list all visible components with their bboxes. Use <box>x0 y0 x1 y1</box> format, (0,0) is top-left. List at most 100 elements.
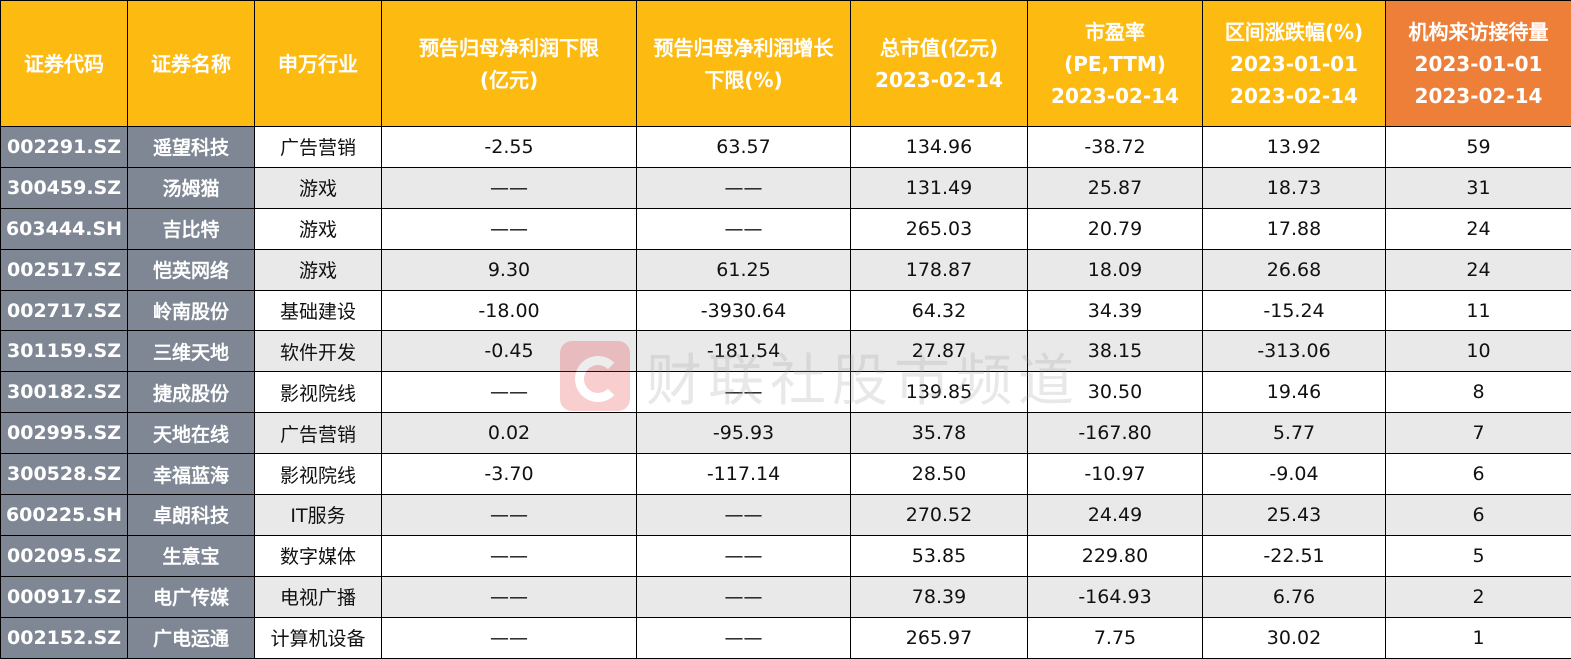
cell-profit-lower: 9.30 <box>381 248 637 291</box>
cell-market-cap: 265.03 <box>850 207 1028 250</box>
cell-code: 300182.SZ <box>0 371 128 414</box>
table-row: 002291.SZ 遥望科技 广告营销 -2.55 63.57 134.96 -38.72 1… <box>0 126 1571 168</box>
cell-pe: 229.80 <box>1027 534 1203 577</box>
cell-profit-growth: -181.54 <box>636 330 851 373</box>
table-row: 002717.SZ 岭南股份 基础建设 -18.00 -3930.64 64.32 34.3… <box>0 289 1571 332</box>
cell-name: 天地在线 <box>127 412 255 455</box>
cell-pe: -164.93 <box>1027 575 1203 618</box>
cell-profit-growth: 61.25 <box>636 248 851 291</box>
cell-name: 幸福蓝海 <box>127 453 255 496</box>
cell-market-cap: 178.87 <box>850 248 1028 291</box>
cell-code: 300528.SZ <box>0 453 128 496</box>
cell-market-cap: 28.50 <box>850 453 1028 496</box>
cell-industry: 游戏 <box>254 207 382 250</box>
cell-price-change: -22.51 <box>1202 534 1386 577</box>
cell-visits: 8 <box>1385 371 1571 414</box>
cell-profit-lower: —— <box>381 371 637 414</box>
cell-profit-lower: —— <box>381 534 637 577</box>
cell-visits: 6 <box>1385 494 1571 536</box>
cell-price-change: -15.24 <box>1202 289 1386 332</box>
cell-code: 002152.SZ <box>0 616 128 659</box>
header-security-code: 证券代码 <box>0 0 128 127</box>
header-institution-visits: 机构来访接待量 2023-01-01 2023-02-14 <box>1385 0 1571 127</box>
cell-name: 捷成股份 <box>127 371 255 414</box>
cell-price-change: 25.43 <box>1202 494 1386 536</box>
cell-market-cap: 134.96 <box>850 126 1028 168</box>
cell-profit-growth: —— <box>636 166 851 209</box>
cell-visits: 11 <box>1385 289 1571 332</box>
cell-visits: 6 <box>1385 453 1571 496</box>
cell-name: 广电运通 <box>127 616 255 659</box>
cell-visits: 59 <box>1385 126 1571 168</box>
cell-code: 603444.SH <box>0 207 128 250</box>
table-row: 002517.SZ 恺英网络 游戏 9.30 61.25 178.87 18.09 26.68… <box>0 248 1571 291</box>
cell-pe: -167.80 <box>1027 412 1203 455</box>
header-security-name: 证券名称 <box>127 0 255 127</box>
header-profit-lower: 预告归母净利润下限 (亿元) <box>381 0 637 127</box>
cell-name: 岭南股份 <box>127 289 255 332</box>
table-row: 002995.SZ 天地在线 广告营销 0.02 -95.93 35.78 -167.80 5… <box>0 412 1571 455</box>
cell-profit-growth: —— <box>636 207 851 250</box>
cell-profit-lower: -2.55 <box>381 126 637 168</box>
cell-profit-growth: 63.57 <box>636 126 851 168</box>
cell-visits: 5 <box>1385 534 1571 577</box>
cell-profit-lower: —— <box>381 575 637 618</box>
cell-market-cap: 78.39 <box>850 575 1028 618</box>
cell-pe: 18.09 <box>1027 248 1203 291</box>
cell-price-change: -313.06 <box>1202 330 1386 373</box>
table-row: 301159.SZ 三维天地 软件开发 -0.45 -181.54 27.87 38.15-… <box>0 330 1571 373</box>
cell-code: 002291.SZ <box>0 126 128 168</box>
cell-industry: 影视院线 <box>254 371 382 414</box>
cell-price-change: -9.04 <box>1202 453 1386 496</box>
cell-price-change: 6.76 <box>1202 575 1386 618</box>
cell-visits: 24 <box>1385 207 1571 250</box>
cell-price-change: 30.02 <box>1202 616 1386 659</box>
cell-name: 恺英网络 <box>127 248 255 291</box>
cell-industry: 影视院线 <box>254 453 382 496</box>
cell-price-change: 5.77 <box>1202 412 1386 455</box>
cell-name: 电广传媒 <box>127 575 255 618</box>
cell-code: 002717.SZ <box>0 289 128 332</box>
cell-code: 002995.SZ <box>0 412 128 455</box>
cell-industry: 广告营销 <box>254 412 382 455</box>
cell-visits: 31 <box>1385 166 1571 209</box>
cell-profit-growth: -3930.64 <box>636 289 851 332</box>
cell-market-cap: 35.78 <box>850 412 1028 455</box>
header-pe: 市盈率 (PE,TTM) 2023-02-14 <box>1027 0 1203 127</box>
cell-pe: -10.97 <box>1027 453 1203 496</box>
cell-industry: 数字媒体 <box>254 534 382 577</box>
table-row: 002152.SZ 广电运通 计算机设备 —— —— 265.97 7.75 30.02 1 <box>0 616 1571 659</box>
table-row: 603444.SH 吉比特 游戏 —— —— 265.03 20.79 17.88 24 <box>0 207 1571 250</box>
cell-pe: 30.50 <box>1027 371 1203 414</box>
cell-name: 汤姆猫 <box>127 166 255 209</box>
cell-code: 300459.SZ <box>0 166 128 209</box>
cell-profit-growth: -95.93 <box>636 412 851 455</box>
cell-industry: 计算机设备 <box>254 616 382 659</box>
cell-name: 三维天地 <box>127 330 255 373</box>
cell-pe: -38.72 <box>1027 126 1203 168</box>
cell-industry: IT服务 <box>254 494 382 536</box>
cell-pe: 38.15 <box>1027 330 1203 373</box>
table-row: 300182.SZ 捷成股份 影视院线 —— —— 139.85 30.50 19.46 8 <box>0 371 1571 414</box>
cell-price-change: 26.68 <box>1202 248 1386 291</box>
cell-name: 生意宝 <box>127 534 255 577</box>
header-sw-industry: 申万行业 <box>254 0 382 127</box>
cell-profit-lower: —— <box>381 494 637 536</box>
cell-profit-growth: —— <box>636 371 851 414</box>
cell-market-cap: 265.97 <box>850 616 1028 659</box>
cell-name: 卓朗科技 <box>127 494 255 536</box>
table-row: 002095.SZ 生意宝 数字媒体 —— —— 53.85 229.80 -22.51 5 <box>0 534 1571 577</box>
cell-industry: 游戏 <box>254 166 382 209</box>
cell-profit-lower: -3.70 <box>381 453 637 496</box>
cell-visits: 10 <box>1385 330 1571 373</box>
cell-price-change: 13.92 <box>1202 126 1386 168</box>
cell-price-change: 18.73 <box>1202 166 1386 209</box>
cell-name: 遥望科技 <box>127 126 255 168</box>
cell-pe: 24.49 <box>1027 494 1203 536</box>
header-profit-growth-lower: 预告归母净利润增长 下限(%) <box>636 0 851 127</box>
cell-industry: 电视广播 <box>254 575 382 618</box>
cell-profit-growth: —— <box>636 494 851 536</box>
header-row: 证券代码 证券名称 申万行业 预告归母净利润下限 (亿元) 预告归母净利润增长 下限… <box>0 0 1571 127</box>
cell-profit-lower: 0.02 <box>381 412 637 455</box>
